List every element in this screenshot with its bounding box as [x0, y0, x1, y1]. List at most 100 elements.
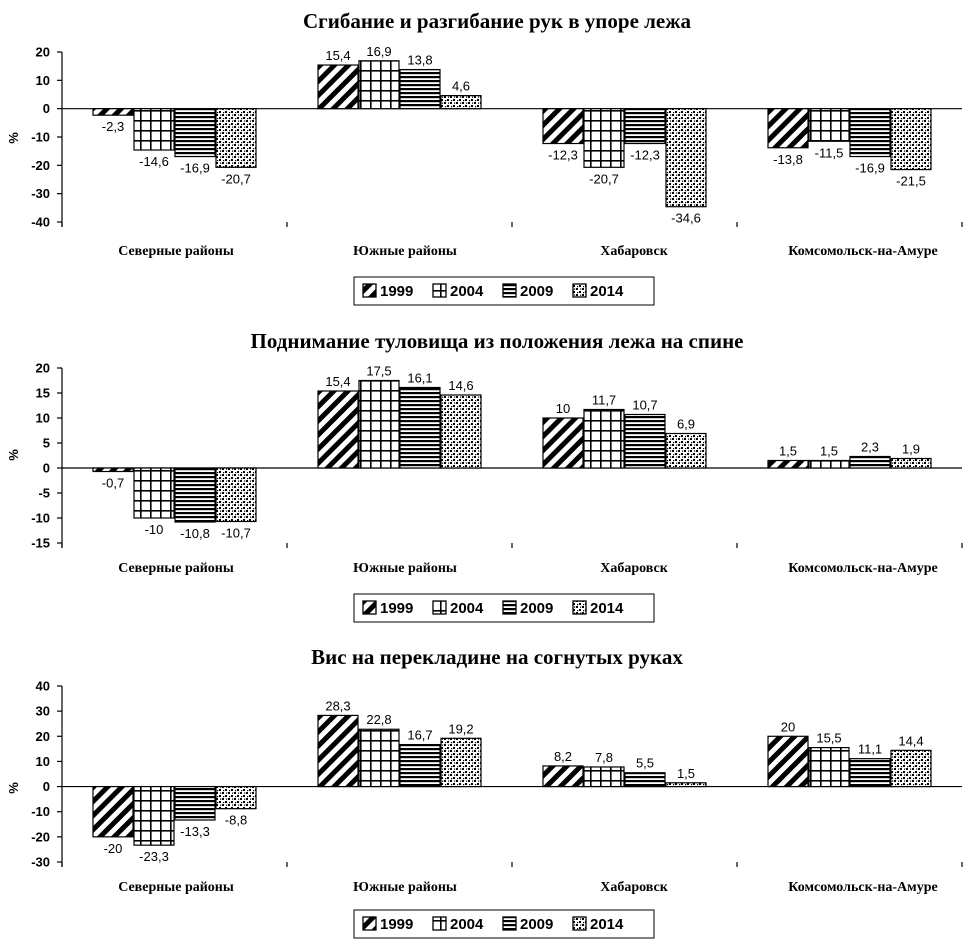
chart-3-category-1: Южные районы [353, 880, 457, 895]
chart-3-category-3: Комсомольск-на-Амуре [788, 880, 937, 895]
chart-3-y-tick-label-1: 30 [36, 704, 50, 719]
chart-1-legend-swatch-0 [362, 283, 377, 298]
chart-1-y-tick-label-0: 20 [36, 45, 50, 60]
chart-1-bar-3-1 [808, 108, 850, 142]
chart-1-bar-1-2 [399, 68, 441, 110]
chart-2-data-label-3-0: 1,5 [779, 444, 797, 459]
chart-1-bar-0-3 [215, 108, 257, 168]
chart-2-legend-label-3: 2014 [590, 600, 624, 617]
chart-2-y-tick-label-1: 15 [36, 386, 50, 401]
chart-1-y-tick-label-6: -40 [31, 215, 50, 230]
chart-3-bar-2-1 [583, 766, 625, 788]
chart-1-data-label-3-3: -21,5 [896, 174, 926, 189]
chart-2-y-tick-label-6: -10 [31, 511, 50, 526]
chart-2-legend-label-2: 2009 [520, 600, 553, 617]
chart-1-data-label-2-3: -34,6 [671, 211, 701, 226]
chart-3-legend-swatch-0 [362, 916, 377, 931]
chart-2-bar-3-0 [767, 459, 809, 469]
chart-3-data-label-1-2: 16,7 [407, 728, 432, 743]
chart-2-data-label-2-0: 10 [556, 401, 570, 416]
chart-1-data-label-1-3: 4,6 [452, 79, 470, 94]
chart-2-bar-3-3 [890, 457, 932, 469]
chart-2-data-label-0-3: -10,7 [221, 526, 251, 541]
chart-1-y-tick-label-4: -20 [31, 158, 50, 173]
chart-2-data-label-0-1: -10 [145, 522, 164, 537]
chart-3-bar-3-3 [890, 749, 932, 788]
chart-3-bar-1-2 [399, 743, 441, 788]
chart-1-bar-2-3 [665, 108, 707, 208]
chart-2-bar-1-0 [317, 390, 359, 469]
chart-2-data-label-2-1: 11,7 [592, 393, 616, 408]
chart-3-data-label-3-3: 14,4 [898, 733, 923, 748]
chart-3-bar-2-2 [624, 772, 666, 788]
chart-2-legend-swatch-1 [432, 600, 447, 615]
chart-1-category-1: Южные районы [353, 244, 457, 259]
chart-2-bar-2-1 [583, 408, 625, 469]
chart-3-bar-3-0 [767, 735, 809, 788]
chart-3-y-tick-label-2: 20 [36, 729, 50, 744]
chart-2-bar-1-3 [440, 394, 482, 469]
chart-1-legend-label-0: 1999 [380, 283, 413, 300]
chart-2-bar-2-2 [624, 413, 666, 469]
chart-3-ylabel: % [6, 782, 21, 794]
chart-1-y-tick-label-5: -30 [31, 186, 50, 201]
chart-3-data-label-1-1: 22,8 [366, 712, 391, 727]
chart-3-bar-3-2 [849, 758, 891, 788]
chart-1-category-0: Северные районы [118, 244, 234, 259]
chart-2-bar-0-3 [215, 467, 257, 523]
chart-2-legend-swatch-3 [572, 600, 587, 615]
chart-3-bar-0-0 [92, 785, 134, 838]
chart-1-bar-0-1 [133, 108, 175, 151]
chart-3-bar-0-1 [133, 785, 175, 846]
chart-3-data-label-0-3: -8,8 [225, 813, 247, 828]
chart-1-data-label-0-3: -20,7 [221, 171, 251, 186]
chart-3-data-label-0-2: -13,3 [180, 824, 210, 839]
chart-1-data-label-1-1: 16,9 [366, 44, 391, 59]
chart-2: Поднимание туловища из положения лежа на… [6, 329, 963, 623]
chart-2-bar-2-3 [665, 432, 707, 469]
chart-1-y-tick-label-2: 0 [43, 101, 50, 116]
chart-3-y-tick-label-3: 10 [36, 754, 50, 769]
chart-3-data-label-3-0: 20 [781, 719, 795, 734]
chart-1-y-tick-label-3: -10 [31, 130, 50, 145]
chart-3-data-label-1-3: 19,2 [448, 721, 473, 736]
chart-2-legend-label-0: 1999 [380, 600, 413, 617]
chart-1-bar-1-1 [358, 60, 400, 110]
chart-3-y-tick-label-7: -30 [31, 855, 50, 870]
chart-1-legend-label-3: 2014 [590, 283, 624, 300]
chart-2-category-3: Комсомольск-на-Амуре [788, 561, 937, 576]
chart-2-data-label-2-3: 6,9 [677, 417, 695, 432]
chart-1: Сгибание и разгибание рук в упоре лежа %… [6, 9, 963, 306]
chart-3-data-label-2-3: 1,5 [677, 766, 695, 781]
chart-1-legend-swatch-1 [432, 283, 447, 298]
chart-1-legend-swatch-2 [502, 283, 517, 298]
chart-1-legend-label-2: 2009 [520, 283, 553, 300]
chart-3-y-tick-label-4: 0 [43, 779, 50, 794]
chart-3-bar-1-0 [317, 714, 359, 788]
chart-3-data-label-0-1: -23,3 [139, 849, 169, 864]
chart-1-bar-3-2 [849, 108, 891, 158]
chart-3-data-label-2-0: 8,2 [554, 749, 572, 764]
chart-3-title: Вис на перекладине на согнутых руках [311, 645, 683, 669]
chart-1-data-label-1-0: 15,4 [325, 48, 350, 63]
chart-2-category-2: Хабаровск [600, 561, 668, 576]
chart-1-bar-3-3 [890, 108, 932, 171]
chart-2-bar-0-2 [174, 467, 216, 523]
chart-1-bar-0-2 [174, 108, 216, 158]
chart-2-y-tick-label-4: 0 [43, 461, 50, 476]
chart-3-category-2: Хабаровск [600, 880, 668, 895]
chart-2-data-label-0-0: -0,7 [102, 476, 124, 491]
chart-2-data-label-3-3: 1,9 [902, 442, 920, 457]
chart-3-bar-3-1 [808, 746, 850, 788]
chart-1-legend-label-1: 2004 [450, 283, 484, 300]
chart-1-data-label-3-2: -16,9 [855, 161, 885, 176]
chart-2-data-label-1-1: 17,5 [366, 364, 391, 379]
chart-2-data-label-3-2: 2,3 [861, 440, 879, 455]
chart-2-y-tick-label-2: 10 [36, 411, 50, 426]
chart-2-data-label-1-2: 16,1 [407, 371, 432, 386]
chart-3-bar-2-3 [665, 782, 707, 788]
chart-3-legend-label-2: 2009 [520, 916, 553, 933]
chart-1-data-label-1-2: 13,8 [407, 53, 432, 68]
chart-2-legend-swatch-2 [502, 600, 517, 615]
